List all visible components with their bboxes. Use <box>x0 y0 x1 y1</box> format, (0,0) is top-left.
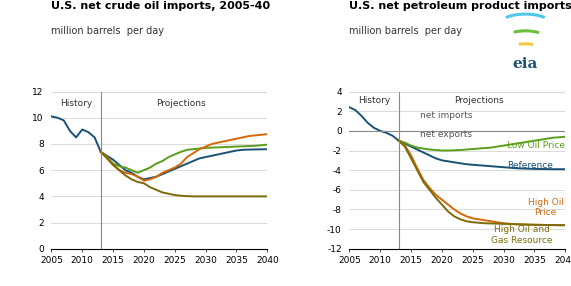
Text: History: History <box>358 96 390 106</box>
Text: U.S. net petroleum product imports: U.S. net petroleum product imports <box>349 1 571 11</box>
Text: Reference: Reference <box>506 161 553 170</box>
Text: Projections: Projections <box>156 99 206 108</box>
Text: U.S. net crude oil imports, 2005-40: U.S. net crude oil imports, 2005-40 <box>51 1 271 11</box>
Text: million barrels  per day: million barrels per day <box>51 26 164 36</box>
Text: Low Oil Price: Low Oil Price <box>506 141 565 150</box>
Text: million barrels  per day: million barrels per day <box>349 26 463 36</box>
Text: High Oil
Price: High Oil Price <box>528 198 564 217</box>
Text: eia: eia <box>513 57 538 71</box>
Text: net imports: net imports <box>420 111 473 120</box>
Text: History: History <box>60 99 92 108</box>
Text: Projections: Projections <box>454 96 504 106</box>
Text: net exports: net exports <box>420 130 472 139</box>
Text: High Oil and
Gas Resource: High Oil and Gas Resource <box>492 225 553 245</box>
